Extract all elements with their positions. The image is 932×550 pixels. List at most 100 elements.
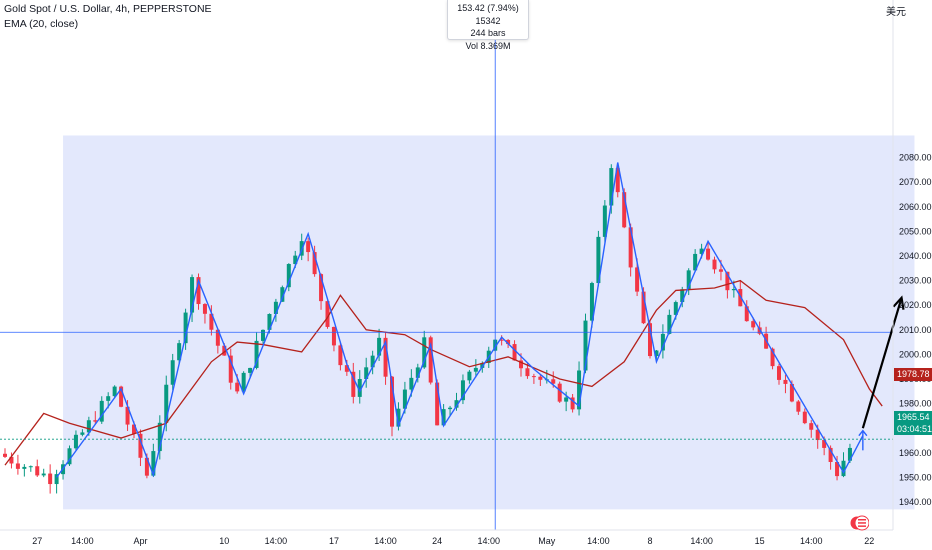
candle-body xyxy=(551,379,556,384)
candle-body xyxy=(615,168,620,193)
candle-body xyxy=(725,271,730,291)
candle-body xyxy=(467,371,472,381)
candle-body xyxy=(390,376,394,427)
candle-body xyxy=(402,389,407,409)
measure-change: 153.42 (7.94%) 15342 xyxy=(457,3,519,26)
candle-body xyxy=(73,434,78,449)
candle-body xyxy=(383,337,388,377)
candle-body xyxy=(415,367,420,378)
candle-body xyxy=(138,433,143,458)
candle-body xyxy=(731,288,736,291)
candle-body xyxy=(222,345,227,356)
price-axis[interactable]: 1940.001950.001960.001970.001980.001990.… xyxy=(899,153,932,507)
candle-body xyxy=(351,371,356,397)
candle-body xyxy=(132,424,136,434)
measure-highlight-area xyxy=(63,135,915,510)
time-tick-label: 14:00 xyxy=(477,536,500,546)
candle-body xyxy=(67,448,72,465)
candle-body xyxy=(570,397,575,410)
price-tick-label: 1960.00 xyxy=(899,448,932,458)
candle-body xyxy=(396,408,401,427)
candle-body xyxy=(519,360,523,369)
candle-body xyxy=(261,329,265,341)
candle-body xyxy=(280,287,285,302)
small-arrow-head xyxy=(858,429,868,437)
candle-body xyxy=(622,192,627,228)
candle-body xyxy=(796,401,801,412)
price-tick-label: 2010.00 xyxy=(899,325,932,335)
time-tick-label: 14:00 xyxy=(800,536,823,546)
projection-arrow xyxy=(861,295,905,429)
time-tick-label: 14:00 xyxy=(374,536,397,546)
price-tick-label: 1940.00 xyxy=(899,497,932,507)
candle-body xyxy=(841,460,846,477)
candle-body xyxy=(80,432,85,435)
ema-line xyxy=(4,279,883,466)
candle-body xyxy=(86,420,91,433)
candle-body xyxy=(99,400,104,422)
candle-body xyxy=(802,411,807,424)
candle-body xyxy=(712,259,717,270)
arrow-shaft xyxy=(861,297,903,429)
candle-body xyxy=(660,333,665,351)
time-tick-label: 15 xyxy=(755,536,765,546)
candle-body xyxy=(435,382,440,426)
time-tick-label: 8 xyxy=(647,536,652,546)
time-tick-label: 14:00 xyxy=(587,536,610,546)
candle-body xyxy=(673,302,678,315)
candle-body xyxy=(364,367,369,380)
candle-body xyxy=(441,409,446,426)
time-tick-label: 14:00 xyxy=(265,536,288,546)
candle-body xyxy=(54,474,59,485)
candle-body xyxy=(106,396,111,401)
candle-body xyxy=(157,422,162,452)
candle-body xyxy=(35,466,40,476)
price-tick-label: 1980.00 xyxy=(899,399,932,409)
measure-volume: Vol 8.369M xyxy=(465,40,511,51)
candle-body xyxy=(338,345,343,366)
candle-body xyxy=(577,370,582,410)
price-tick-label: 2020.00 xyxy=(899,300,932,310)
candle-body xyxy=(531,376,536,378)
candle-body xyxy=(648,323,652,357)
price-tick-label: 2080.00 xyxy=(899,153,932,163)
candle-body xyxy=(680,289,685,303)
candle-body xyxy=(183,312,188,344)
time-tick-label: Apr xyxy=(133,536,147,546)
candle-body xyxy=(667,314,672,334)
price-tick-label: 2030.00 xyxy=(899,276,932,286)
candle-body xyxy=(357,379,362,397)
time-tick-label: May xyxy=(538,536,556,546)
candle-body xyxy=(28,466,33,468)
candle-body xyxy=(789,383,794,402)
candle-body xyxy=(377,337,382,356)
price-tick-label: 2000.00 xyxy=(899,349,932,359)
candle-body xyxy=(202,304,207,314)
candle-body xyxy=(499,339,504,341)
candle-body xyxy=(3,453,7,457)
candle-body xyxy=(506,340,511,345)
last-price-value: 1965.54 xyxy=(897,412,930,422)
price-tick-label: 2040.00 xyxy=(899,251,932,261)
candle-body xyxy=(209,313,214,330)
price-tick-label: 2070.00 xyxy=(899,177,932,187)
candle-body xyxy=(144,457,149,476)
candle-body xyxy=(228,355,233,383)
candle-body xyxy=(718,269,723,272)
candle-body xyxy=(215,329,220,346)
candle-body xyxy=(815,429,820,441)
candle-body xyxy=(583,320,588,371)
candle-body xyxy=(15,463,20,469)
price-tick-label: 2060.00 xyxy=(899,202,932,212)
ema-indicator-label[interactable]: EMA (20, close) xyxy=(4,18,79,30)
candle-body xyxy=(293,255,298,265)
us-flag-icon[interactable] xyxy=(849,515,869,531)
time-axis[interactable]: 27 14:00 Apr 10 14:00 17 14:00 24 14:00 May 14:00 8… xyxy=(32,536,874,546)
candle-body xyxy=(822,440,827,448)
symbol-title: Gold Spot / U.S. Dollar, 4h, PEPPERSTONE xyxy=(4,3,212,15)
time-tick-label: 14:00 xyxy=(71,536,94,546)
price-tick-label: 1950.00 xyxy=(899,472,932,482)
candle-body xyxy=(273,301,278,314)
candle-body xyxy=(751,321,756,328)
